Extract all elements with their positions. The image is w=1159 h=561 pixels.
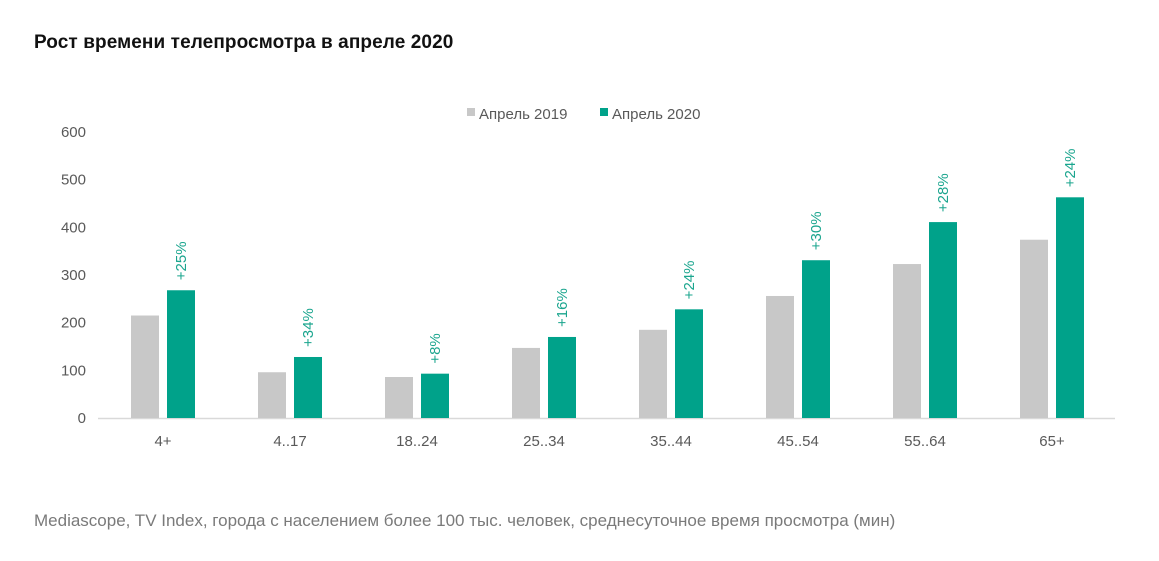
bar-april-2020 <box>802 260 830 418</box>
source-note: Mediascope, TV Index, города с население… <box>34 511 896 530</box>
legend-swatch <box>600 108 608 116</box>
bar-april-2020 <box>167 290 195 418</box>
x-tick-label: 4..17 <box>273 433 306 450</box>
x-tick-label: 25..34 <box>523 433 565 450</box>
y-tick-label: 400 <box>61 219 86 236</box>
legend-label: Апрель 2019 <box>479 106 567 123</box>
x-tick-label: 55..64 <box>904 433 946 450</box>
y-axis: 0 100 200 300 400 500 600 <box>61 124 86 427</box>
growth-label: +30% <box>808 211 825 250</box>
bar-april-2020 <box>294 356 322 418</box>
growth-label: +16% <box>554 288 571 327</box>
x-tick-label: 4+ <box>154 433 171 450</box>
growth-label: +34% <box>300 308 317 347</box>
bar-group: +30% <box>766 211 830 418</box>
y-tick-label: 500 <box>61 172 86 189</box>
y-tick-label: 600 <box>61 124 86 141</box>
bar-april-2019 <box>893 264 921 418</box>
bar-april-2019 <box>512 347 540 418</box>
bar-april-2020 <box>421 373 449 418</box>
legend-label: Апрель 2020 <box>612 106 700 123</box>
bar-group: +24% <box>639 261 703 418</box>
x-tick-label: 35..44 <box>650 433 692 450</box>
growth-label: +28% <box>935 173 952 212</box>
bar-april-2019 <box>258 372 286 418</box>
bar-april-2020 <box>929 222 957 418</box>
x-axis: 4+ 4..17 18..24 25..34 35..44 45..54 55..64 65+ <box>154 433 1065 450</box>
bar-april-2019 <box>766 295 794 418</box>
growth-label: +25% <box>173 241 190 280</box>
bar-group: +25% <box>131 241 195 418</box>
y-tick-label: 300 <box>61 267 86 284</box>
y-tick-label: 200 <box>61 315 86 332</box>
x-tick-label: 45..54 <box>777 433 819 450</box>
bar-group: +28% <box>893 173 957 418</box>
bar-group: +24% <box>1020 149 1084 418</box>
bar-group: +34% <box>258 308 322 418</box>
bar-april-2020 <box>675 309 703 418</box>
y-tick-label: 0 <box>78 410 86 427</box>
bar-group: +8% <box>385 333 449 418</box>
bar-april-2019 <box>385 377 413 418</box>
growth-label: +8% <box>427 333 444 363</box>
bar-april-2019 <box>639 329 667 418</box>
bar-april-2019 <box>1020 239 1048 418</box>
bar-april-2020 <box>548 336 576 418</box>
bar-april-2020 <box>1056 197 1084 418</box>
x-tick-label: 65+ <box>1039 433 1065 450</box>
growth-label: +24% <box>681 261 698 300</box>
legend-item: Апрель 2019 <box>467 106 567 123</box>
growth-label: +24% <box>1062 149 1079 188</box>
bar-group: +16% <box>512 288 576 418</box>
bar-april-2019 <box>131 315 159 418</box>
legend-swatch <box>467 108 475 116</box>
chart-title: Рост времени телепросмотра в апреле 2020 <box>34 32 454 53</box>
y-tick-label: 100 <box>61 362 86 379</box>
x-tick-label: 18..24 <box>396 433 438 450</box>
bars: +25% +34% +8% +16% +24% +30% +28% +24% <box>131 149 1084 418</box>
legend-item: Апрель 2020 <box>600 106 700 123</box>
legend: Апрель 2019 Апрель 2020 <box>467 106 700 123</box>
